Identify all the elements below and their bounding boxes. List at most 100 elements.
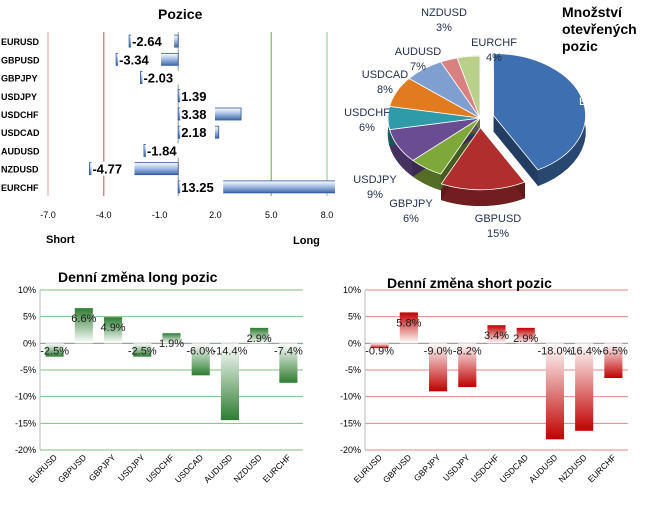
value-label: -6.5% (599, 345, 628, 357)
category-label-usdjpy: USDJPY (1, 92, 37, 102)
category-label-gbpjpy: GBPJPY (1, 74, 38, 84)
short-panel: Denní změna short pozic 10% 5% 0% -5% -10% -1… (325, 262, 649, 503)
y-tick-label: -10% (340, 392, 361, 402)
y-tick-label: 10% (18, 285, 36, 295)
pie-slice-eurchf (456, 55, 481, 119)
value-label-bg (145, 143, 189, 158)
category-label-usdchf: USDCHF (144, 452, 176, 484)
pie-value-nzdusd: 3% (436, 22, 452, 34)
short-chart: 10% 5% 0% -5% -10% -15% -20% -0.9% EURUSD 5.8% GBP… (340, 285, 628, 485)
mnozstvi-title-line-1: Množství (562, 4, 622, 20)
pie-slice-eurusd (493, 53, 586, 171)
long-panel: Denní změna long pozic 10% 5% 0% -5% -10% -15… (0, 262, 325, 503)
value-label: 2.18 (181, 125, 206, 140)
pie-label-gbpusd: GBPUSD (475, 213, 522, 225)
value-label-bg (180, 179, 224, 194)
value-label-bg (131, 34, 175, 49)
pie-label-nzdusd: NZDUSD (421, 7, 467, 19)
x-tick-label: -7.0 (40, 210, 56, 220)
mnozstvi-title: Množství otevřených pozic (562, 4, 637, 55)
bar-eurchf (279, 343, 298, 383)
category-label-usdcad: USDCAD (173, 452, 205, 484)
short-label: Short (46, 234, 75, 246)
pie-value-gbpjpy: 6% (403, 213, 419, 225)
y-tick-label: 0% (23, 338, 36, 348)
value-label-bg (91, 161, 135, 176)
y-tick-label: -20% (340, 445, 361, 455)
category-label-nzdusd: NZDUSD (231, 452, 263, 484)
category-label-eurchf: EURCHF (261, 452, 293, 484)
pie-slice-gbpusd (440, 127, 526, 191)
category-label-usdchf: USDCHF (1, 110, 39, 120)
value-label: -2.5% (40, 345, 69, 357)
pie-label-usdjpy: USDJPY (353, 174, 397, 186)
pozice-title: Pozice (158, 6, 203, 22)
bar-audusd (545, 343, 565, 440)
pie-label-eurusd: EURUSD (579, 96, 626, 108)
value-label: -7.4% (274, 345, 303, 357)
y-tick-label: -10% (15, 392, 36, 402)
x-tick-label: 2.0 (209, 210, 222, 220)
mnozstvi-panel: Množství otevřených pozic EURUSD 42% GBPUS… (335, 0, 649, 255)
category-label-gbpusd: GBPUSD (56, 452, 88, 484)
x-tick-label: 8.0 (321, 210, 334, 220)
bar-eurusd (370, 343, 389, 349)
value-label: -8.2% (453, 345, 482, 357)
value-label-bg (180, 107, 215, 121)
value-label-bg (118, 52, 162, 67)
bar-gbpjpy (103, 317, 123, 344)
category-label-audusd: AUDUSD (1, 146, 40, 156)
category-label-gbpjpy: GBPJPY (412, 452, 443, 483)
y-tick-label: -20% (15, 445, 36, 455)
value-label: -9.0% (424, 345, 453, 357)
pie-value-eurusd: 42% (593, 111, 615, 123)
value-label: 3.38 (181, 107, 206, 122)
category-label-nzdusd: NZDUSD (556, 452, 588, 484)
pie-value-eurchf: 4% (486, 52, 502, 64)
pie-value-gbpusd: 15% (487, 228, 509, 240)
category-label-gbpusd: GBPUSD (1, 55, 40, 65)
value-label: -4.77 (92, 162, 122, 177)
pie-value-usdjpy: 9% (367, 189, 383, 201)
value-label: 5.8% (396, 317, 421, 329)
pie-label-usdchf: USDCHF (344, 107, 390, 119)
y-tick-label: 5% (348, 312, 361, 322)
category-label-usdjpy: USDJPY (116, 452, 147, 483)
pie-label-audusd: AUDUSD (395, 46, 442, 58)
value-label: 1.9% (159, 338, 184, 350)
category-label-usdjpy: USDJPY (441, 452, 472, 483)
bar-usdcad (516, 327, 535, 344)
value-label: -0.9% (365, 345, 394, 357)
y-tick-label: -5% (345, 365, 361, 375)
pie-label-eurchf: EURCHF (471, 37, 517, 49)
bar-usdjpy (133, 343, 152, 357)
value-label: -6.0% (186, 345, 215, 357)
x-tick-label: 5.0 (265, 210, 278, 220)
value-label-bg (142, 70, 186, 85)
bar-nzdusd (250, 327, 269, 344)
value-label: 13.25 (181, 180, 214, 195)
x-tick-label: -4.0 (96, 210, 112, 220)
y-tick-label: -15% (15, 418, 36, 428)
pie-value-usdcad: 8% (377, 84, 393, 96)
pozice-chart: EURUSD -2.64 GBPUSD -3.34 GBPJPY -2.03 USDJPY 1… (1, 32, 426, 247)
value-label: -14.4% (213, 345, 248, 357)
bar-usdcad (191, 343, 210, 376)
pie-value-audusd: 7% (410, 61, 426, 73)
value-label: -18.0% (538, 345, 573, 357)
value-label: 2.9% (247, 333, 272, 345)
value-label: -2.64 (132, 34, 162, 49)
y-tick-label: -5% (20, 365, 36, 375)
long-title: Denní změna long pozic (58, 269, 218, 285)
value-label: -16.4% (567, 345, 602, 357)
mnozstvi-title-line-2: otevřených (562, 21, 637, 37)
y-tick-label: 0% (348, 338, 361, 348)
category-label-eurusd: EURUSD (27, 452, 59, 484)
category-label-gbpjpy: GBPJPY (87, 452, 118, 483)
value-label-bg (180, 88, 215, 103)
value-label: -3.34 (119, 52, 149, 67)
category-label-eurchf: EURCHF (1, 183, 39, 193)
category-label-audusd: AUDUSD (527, 452, 559, 484)
x-tick-label: -1.0 (152, 210, 168, 220)
bar-eurchf (604, 343, 623, 378)
